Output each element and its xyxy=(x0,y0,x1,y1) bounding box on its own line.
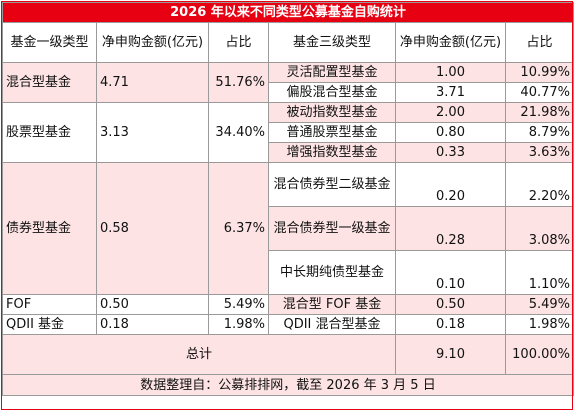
group-amount-cell: 4.71 xyxy=(96,62,209,103)
sub-ratio-cell: 8.79% xyxy=(505,122,574,143)
sub-amount-cell: 1.00 xyxy=(395,62,506,83)
sub-amount-cell: 2.00 xyxy=(395,102,506,123)
total-amount: 9.10 xyxy=(395,334,506,375)
sub-type-cell: 中长期纯债型基金 xyxy=(268,250,396,295)
header-net-purchase-right: 净申购金额(亿元) xyxy=(395,22,506,63)
group-amount-cell: 3.13 xyxy=(96,102,209,163)
table-row: 偏股混合型基金 3.71 40.77% xyxy=(3,82,574,103)
group-amount-cell: 0.50 xyxy=(96,294,209,315)
sub-amount-cell: 0.10 xyxy=(395,250,506,295)
group-type-cell: 股票型基金 xyxy=(2,102,97,163)
header-ratio-right: 占比 xyxy=(505,22,574,63)
sub-type-cell: QDII 混合型基金 xyxy=(268,314,396,335)
sub-amount-cell: 0.80 xyxy=(395,122,506,143)
header-ratio-left: 占比 xyxy=(208,22,269,63)
group-amount-cell: 0.18 xyxy=(96,314,209,335)
sub-ratio-cell: 1.98% xyxy=(505,314,574,335)
group-ratio-cell: 34.40% xyxy=(208,102,269,163)
sub-amount-cell: 0.33 xyxy=(395,142,506,163)
table-row: QDII 基金 0.18 1.98% QDII 混合型基金 0.18 1.98% xyxy=(2,314,574,335)
sub-ratio-cell: 10.99% xyxy=(505,62,574,83)
sub-ratio-cell: 40.77% xyxy=(505,82,574,103)
sub-amount-cell: 0.28 xyxy=(395,206,506,251)
table-row: 混合型基金 4.71 51.76% 灵活配置型基金 1.00 10.99% xyxy=(2,62,574,103)
sub-amount-cell: 0.20 xyxy=(395,162,506,207)
group-type-cell: FOF xyxy=(2,294,97,315)
group-ratio-cell: 51.76% xyxy=(208,62,269,103)
total-label: 总计 xyxy=(2,334,396,375)
sub-type-cell: 被动指数型基金 xyxy=(268,102,396,123)
fund-purchase-table: 2026 年以来不同类型公募基金自购统计 基金一级类型 净申购金额(亿元) 占比… xyxy=(2,2,574,396)
sub-ratio-cell: 5.49% xyxy=(505,294,574,315)
table-row: 普通股票型基金 0.80 8.79% xyxy=(3,122,574,143)
sub-ratio-cell: 3.08% xyxy=(505,206,574,251)
total-ratio: 100.00% xyxy=(505,334,574,375)
source-note: 数据整理自：公募排排网，截至 2026 年 3 月 5 日 xyxy=(2,374,574,396)
sub-amount-cell: 0.18 xyxy=(395,314,506,335)
group-type-cell: 债券型基金 xyxy=(2,162,97,295)
sub-amount-cell: 0.50 xyxy=(395,294,506,315)
sub-ratio-cell: 3.63% xyxy=(505,142,574,163)
header-level3-type: 基金三级类型 xyxy=(268,22,396,63)
footer-row: 数据整理自：公募排排网，截至 2026 年 3 月 5 日 xyxy=(2,374,574,396)
group-ratio-cell: 6.37% xyxy=(208,162,269,295)
sub-type-cell: 混合型 FOF 基金 xyxy=(268,294,396,315)
sub-ratio-cell: 21.98% xyxy=(505,102,574,123)
table-row: 混合债券型一级基金 0.28 3.08% xyxy=(3,206,574,251)
group-amount-cell: 0.58 xyxy=(96,162,209,295)
sub-type-cell: 灵活配置型基金 xyxy=(268,62,396,83)
table-row: 中长期纯债型基金 0.10 1.10% xyxy=(3,250,574,295)
group-type-cell: QDII 基金 xyxy=(2,314,97,335)
table-row: 股票型基金 3.13 34.40% 被动指数型基金 2.00 21.98% xyxy=(2,102,574,163)
table-title: 2026 年以来不同类型公募基金自购统计 xyxy=(2,2,574,23)
header-level1-type: 基金一级类型 xyxy=(2,22,97,63)
total-row: 总计 9.10 100.00% xyxy=(2,334,574,375)
header-net-purchase-left: 净申购金额(亿元) xyxy=(96,22,209,63)
sub-ratio-cell: 2.20% xyxy=(505,162,574,207)
group-ratio-cell: 1.98% xyxy=(208,314,269,335)
sub-type-cell: 增强指数型基金 xyxy=(268,142,396,163)
sub-type-cell: 混合债券型二级基金 xyxy=(268,162,396,207)
group-ratio-cell: 5.49% xyxy=(208,294,269,315)
group-type-cell: 混合型基金 xyxy=(2,62,97,103)
sub-amount-cell: 3.71 xyxy=(395,82,506,103)
sub-ratio-cell: 1.10% xyxy=(505,250,574,295)
table-row: FOF 0.50 5.49% 混合型 FOF 基金 0.50 5.49% xyxy=(2,294,574,315)
sub-type-cell: 偏股混合型基金 xyxy=(268,82,396,103)
sub-type-cell: 普通股票型基金 xyxy=(268,122,396,143)
table-row: 债券型基金 0.58 6.37% 混合债券型二级基金 0.20 2.20% xyxy=(2,162,574,295)
sub-type-cell: 混合债券型一级基金 xyxy=(268,206,396,251)
